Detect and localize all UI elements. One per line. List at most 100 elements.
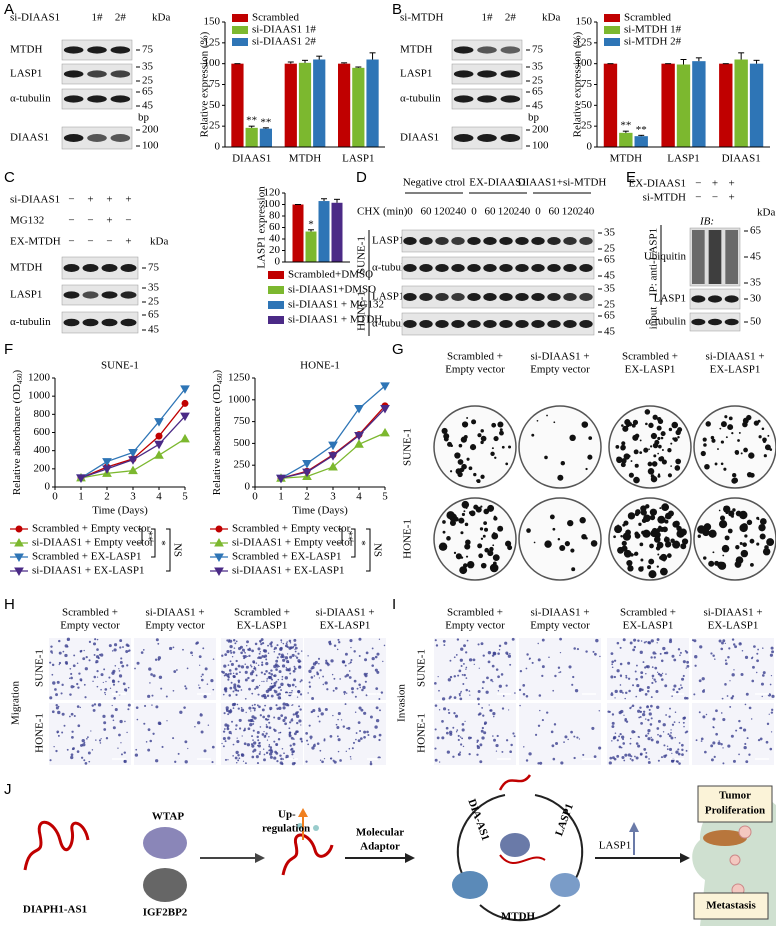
cell — [244, 678, 248, 682]
cell — [625, 720, 629, 723]
bar — [661, 63, 675, 147]
cell — [278, 732, 280, 734]
cell — [237, 681, 240, 684]
cell — [770, 711, 774, 714]
cell — [67, 639, 69, 641]
colony — [767, 434, 770, 437]
blot-band — [691, 318, 706, 326]
cell — [350, 658, 353, 662]
row-label: SUNE-1 — [402, 428, 414, 466]
dish — [693, 405, 776, 489]
cell — [88, 640, 92, 643]
colony — [711, 438, 716, 443]
cell — [576, 736, 579, 739]
cell — [559, 671, 562, 673]
x-tick-label: MTDH — [289, 153, 321, 165]
cell — [460, 743, 463, 746]
colony — [628, 472, 634, 478]
colony — [710, 534, 712, 536]
cell — [292, 742, 296, 746]
cell — [710, 758, 714, 762]
cell — [237, 664, 241, 668]
cell — [502, 695, 505, 697]
cell — [738, 719, 741, 723]
cell — [458, 693, 461, 696]
panel-letter: A — [4, 1, 14, 18]
panel-letter: G — [392, 341, 404, 358]
blot-band — [419, 320, 433, 328]
cell — [760, 682, 764, 686]
bar — [231, 63, 244, 147]
cell — [443, 644, 446, 646]
cell — [639, 687, 642, 691]
cell — [655, 689, 659, 694]
cell — [363, 711, 367, 715]
blot-band — [579, 264, 593, 272]
cell — [668, 640, 673, 644]
cell — [261, 661, 264, 664]
cell — [659, 673, 663, 677]
colony — [449, 470, 453, 473]
blot-band — [500, 134, 521, 142]
x-tick-label: LASP1 — [342, 153, 374, 165]
cell — [76, 682, 79, 686]
colony — [442, 520, 446, 524]
legend-swatch — [268, 316, 284, 324]
cell — [613, 675, 616, 679]
colony — [475, 506, 482, 513]
cell — [668, 747, 673, 751]
cell — [280, 689, 283, 692]
cell — [248, 654, 251, 658]
cell — [345, 692, 348, 694]
treatment-sign: − — [68, 215, 74, 227]
blot-band — [500, 46, 521, 54]
cell — [177, 752, 180, 755]
cell — [472, 658, 476, 662]
cell — [62, 650, 65, 653]
colony — [557, 474, 564, 481]
cell — [663, 651, 667, 655]
cell — [69, 667, 72, 670]
cell — [651, 674, 655, 678]
cell — [713, 755, 716, 758]
blot-band — [453, 70, 474, 78]
cell — [157, 656, 162, 660]
cell — [251, 670, 255, 674]
colony — [718, 561, 727, 570]
column-label: Scrambled + — [234, 607, 290, 619]
colony — [442, 530, 446, 534]
data-point — [180, 412, 190, 422]
cell — [253, 678, 255, 681]
cell — [200, 675, 203, 678]
colony — [466, 417, 469, 419]
cell — [363, 672, 367, 676]
blot-band — [453, 46, 474, 54]
cell — [110, 714, 114, 718]
cell — [629, 737, 632, 740]
y-tick-label: 20 — [269, 244, 281, 256]
cell — [114, 708, 118, 712]
row-label: LASP1 — [10, 289, 42, 301]
cell — [627, 677, 631, 680]
y-tick-label: 800 — [34, 408, 51, 420]
cell — [622, 692, 624, 694]
colony — [742, 542, 747, 547]
cell — [582, 753, 585, 756]
cell — [611, 666, 614, 669]
blot-band — [691, 295, 706, 303]
data-point — [328, 461, 338, 471]
cell — [261, 733, 265, 736]
cell — [479, 743, 483, 747]
cell — [157, 642, 160, 645]
cell — [279, 686, 282, 688]
cell — [644, 693, 648, 696]
cell — [570, 730, 573, 734]
cell — [728, 647, 731, 650]
colony — [661, 503, 669, 512]
cell — [715, 732, 718, 736]
cell — [277, 738, 281, 741]
cell — [155, 638, 159, 642]
cell — [769, 747, 773, 751]
cell — [350, 687, 355, 691]
cell — [69, 715, 71, 718]
